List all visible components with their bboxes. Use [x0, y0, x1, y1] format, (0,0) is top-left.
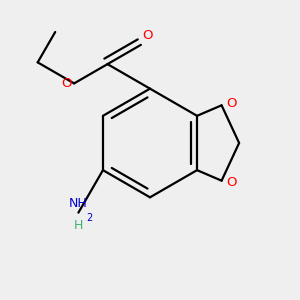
Text: H: H [74, 219, 83, 232]
Text: O: O [142, 29, 153, 42]
Text: O: O [226, 97, 236, 110]
Text: NH: NH [69, 197, 88, 210]
Text: 2: 2 [86, 213, 92, 224]
Text: O: O [61, 77, 71, 90]
Text: O: O [226, 176, 236, 189]
